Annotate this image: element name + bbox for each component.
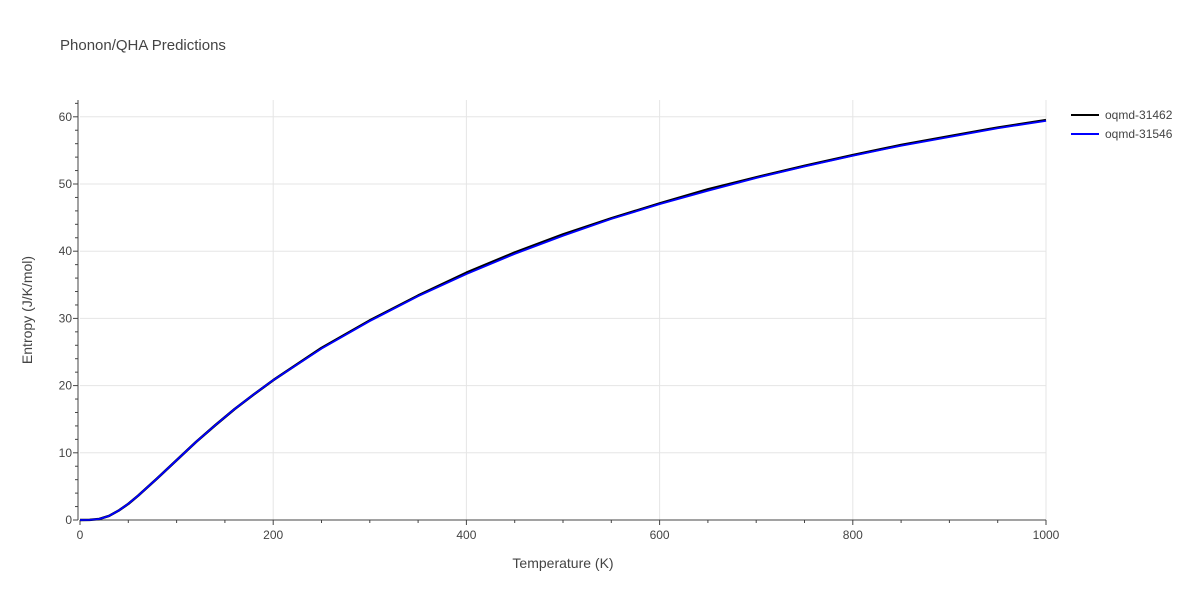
legend[interactable]: oqmd-31462 oqmd-31546 [1071,108,1173,141]
x-tick-label: 1000 [1033,528,1060,542]
series-line-oqmd-31462 [79,118,1047,522]
x-tick-label: 200 [263,528,283,542]
axes: 0 200 400 600 800 1000 0 10 20 30 40 50 60 [59,100,1060,542]
x-tick-label: 400 [456,528,476,542]
grid [80,100,1047,520]
y-tick-label: 30 [59,311,73,325]
x-tick-label: 600 [650,528,670,542]
legend-label: oqmd-31546 [1105,127,1173,141]
legend-label: oqmd-31462 [1105,108,1173,122]
x-tick-label: 0 [77,528,84,542]
y-axis-title: Entropy (J/K/mol) [19,256,35,364]
y-tick-label: 0 [65,513,72,527]
chart-title: Phonon/QHA Predictions [60,37,226,54]
series-line-oqmd-31546 [79,119,1047,521]
y-tick-label: 60 [59,110,73,124]
legend-item-oqmd-31462[interactable]: oqmd-31462 [1071,108,1173,122]
x-tick-label: 800 [843,528,863,542]
y-tick-label: 10 [59,446,73,460]
y-tick-label: 40 [59,244,73,258]
legend-item-oqmd-31546[interactable]: oqmd-31546 [1071,127,1173,141]
y-tick-label: 20 [59,379,73,393]
y-tick-label: 50 [59,177,73,191]
x-axis-title: Temperature (K) [512,555,613,571]
series-layer [79,118,1047,522]
